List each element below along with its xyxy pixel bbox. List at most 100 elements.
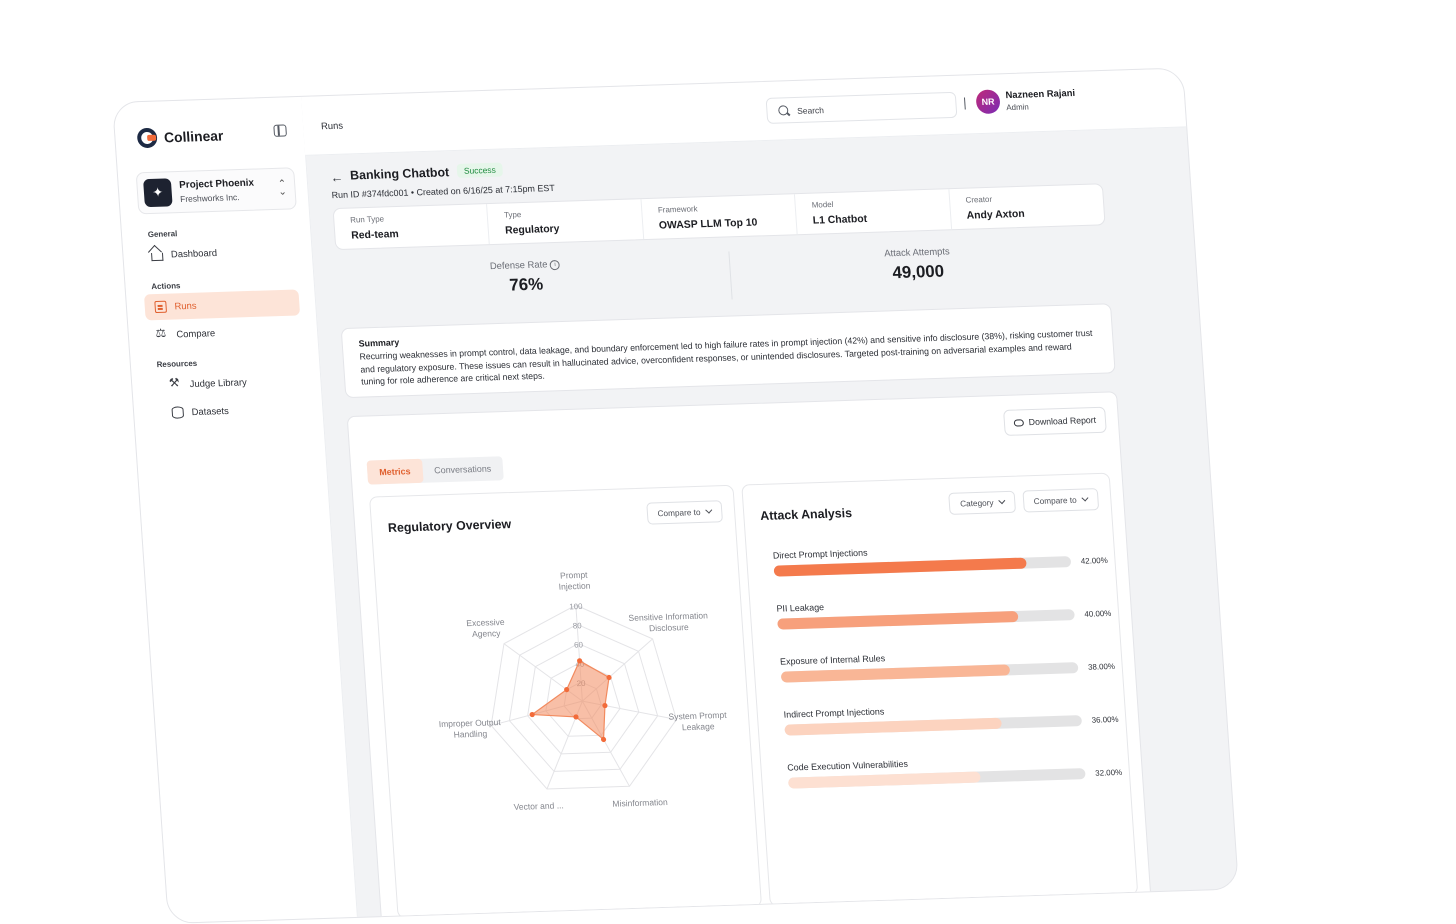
bar-fill <box>784 717 1002 736</box>
tab-metrics[interactable]: Metrics <box>366 458 424 485</box>
project-switcher[interactable]: ✦ Project Phoenix Freshworks Inc. ⌃ ⌄ <box>135 167 297 215</box>
radar-data-point <box>606 674 612 681</box>
compare-to-dropdown[interactable]: Compare to <box>645 500 723 525</box>
back-arrow-icon[interactable]: ← <box>329 169 344 186</box>
brand: Collinear <box>136 125 224 149</box>
info-cell: Model L1 Chatbot <box>795 189 952 235</box>
radar-axis-label-line: Sensitive Information <box>628 610 708 623</box>
bar-value-label: 40.00% <box>1084 608 1112 619</box>
database-icon <box>171 406 185 419</box>
attack-attempts-stat: Attack Attempts 49,000 <box>729 241 1108 288</box>
download-report-button[interactable]: Download Report <box>1003 406 1107 436</box>
info-value: Regulatory <box>504 222 560 237</box>
info-value: Red-team <box>350 228 400 242</box>
radar-axis-label: Misinformation <box>612 797 668 809</box>
bar-row: Indirect Prompt Injections 36.00% <box>783 699 1119 736</box>
gavel-icon <box>170 378 183 390</box>
radar-axis-label-line: Prompt <box>560 570 589 581</box>
radar-data-point <box>602 702 608 709</box>
radar-data-point <box>564 687 570 693</box>
radar-axis-label-line: Handling <box>453 729 487 740</box>
cloud-download-icon <box>1013 418 1025 427</box>
radar-chart: 10080604020PromptInjectionSensitive Info… <box>438 570 727 812</box>
sidebar-item-compare[interactable]: Compare <box>146 317 302 348</box>
summary-card: Summary Recurring weaknesses in prompt c… <box>340 303 1116 399</box>
radar-data-point <box>529 711 535 718</box>
attack-analysis-card: Attack Analysis Category Compare to Dire… <box>741 472 1139 907</box>
brand-name: Collinear <box>163 127 224 146</box>
info-value: OWASP LLM Top 10 <box>658 216 758 232</box>
radar-axis-label: Vector and ... <box>513 800 564 812</box>
bar-row: PII Leakage 40.00% <box>776 593 1112 630</box>
bar-value-label: 42.00% <box>1080 555 1109 566</box>
info-label: Run Type <box>349 214 385 225</box>
chevron-down-icon <box>705 506 713 514</box>
search-icon <box>777 105 789 116</box>
divider <box>963 97 966 110</box>
info-label: Type <box>503 210 522 220</box>
defense-rate-stat: Defense Rate i 76% <box>336 254 715 301</box>
app-viewport: Collinear ✦ Project Phoenix Freshworks I… <box>112 67 1240 924</box>
bar-row: Direct Prompt Injections 42.00% <box>773 540 1108 577</box>
info-value: Andy Axton <box>966 207 1026 222</box>
bar-value-label: 38.00% <box>1087 661 1116 672</box>
radar-axis-label-line: Disclosure <box>649 622 690 633</box>
info-cell: Type Regulatory <box>487 199 645 245</box>
status-badge: Success <box>456 162 504 179</box>
radar-axis-label-line: System Prompt <box>668 710 727 722</box>
user-role: Admin <box>1006 102 1030 113</box>
bar-value-label: 32.00% <box>1094 767 1123 778</box>
radar-data-point <box>573 714 579 720</box>
radar-axis-label: ExcessiveAgency <box>466 617 506 639</box>
sidebar-item-runs[interactable]: Runs <box>143 289 301 321</box>
compare-to-dropdown[interactable]: Compare to <box>1022 488 1100 513</box>
breadcrumb[interactable]: Runs <box>320 120 344 133</box>
chevron-down-icon <box>1081 494 1089 502</box>
summary-text: Recurring weaknesses in prompt control, … <box>359 327 1093 387</box>
sidebar-collapse-icon[interactable] <box>273 124 287 137</box>
sidebar-item-label: Compare <box>176 327 216 340</box>
radar-tick-label: 80 <box>573 621 583 630</box>
radar-tick-label: 60 <box>574 640 584 649</box>
card-title: Attack Analysis <box>759 506 853 523</box>
radar-axis-label: PromptInjection <box>558 570 591 592</box>
radar-data-point <box>577 658 583 664</box>
category-dropdown[interactable]: Category <box>948 490 1017 515</box>
sidebar-item-datasets[interactable]: Datasets <box>161 395 317 426</box>
radar-grid-ring <box>527 642 640 755</box>
sidebar-item-dashboard[interactable]: Dashboard <box>140 237 296 268</box>
radar-axis-label-line: Agency <box>472 628 502 639</box>
radar-axis-label-line: Misinformation <box>612 797 668 809</box>
run-meta: Run ID #374fdc001 • Created on 6/16/25 a… <box>331 182 556 201</box>
info-cell: Creator Andy Axton <box>949 184 1105 229</box>
info-cell: Framework OWASP LLM Top 10 <box>641 194 798 240</box>
search-input[interactable] <box>794 97 949 120</box>
avatar[interactable]: NR <box>975 89 1001 115</box>
radar-axis-label-line: Improper Output <box>438 717 501 729</box>
home-icon <box>151 252 164 262</box>
metrics-panel: Download Report Metrics Conversations Re… <box>346 391 1153 924</box>
bar-row: Code Execution Vulnerabilities 32.00% <box>787 752 1122 789</box>
bar-fill <box>777 610 1019 630</box>
radar-axis-label-line: Vector and ... <box>513 800 564 812</box>
clipboard-icon <box>154 300 168 314</box>
dropdown-label: Compare to <box>1033 494 1077 507</box>
radar-axis-label: Improper OutputHandling <box>438 717 502 740</box>
sidebar-item-label: Datasets <box>191 405 230 418</box>
radar-axis-label-line: Excessive <box>466 617 505 628</box>
regulatory-overview-card: Regulatory Overview Compare to 100806040… <box>369 484 763 919</box>
page-title: Banking Chatbot <box>349 165 450 183</box>
radar-axis-label-line: Leakage <box>682 721 716 732</box>
tab-conversations[interactable]: Conversations <box>433 463 492 476</box>
search-box[interactable] <box>765 91 958 124</box>
bar-fill <box>780 664 1010 683</box>
scale-icon <box>156 329 169 341</box>
radar-series-area <box>530 659 610 741</box>
bar-value-label: 36.00% <box>1091 714 1119 725</box>
info-icon[interactable]: i <box>549 259 561 271</box>
sidebar-item-judge-library[interactable]: Judge Library <box>159 367 315 398</box>
summary-title: Summary <box>358 337 400 349</box>
project-org: Freshworks Inc. <box>179 192 240 205</box>
radar-data-point <box>600 736 607 743</box>
sidebar-item-label: Dashboard <box>170 247 218 260</box>
